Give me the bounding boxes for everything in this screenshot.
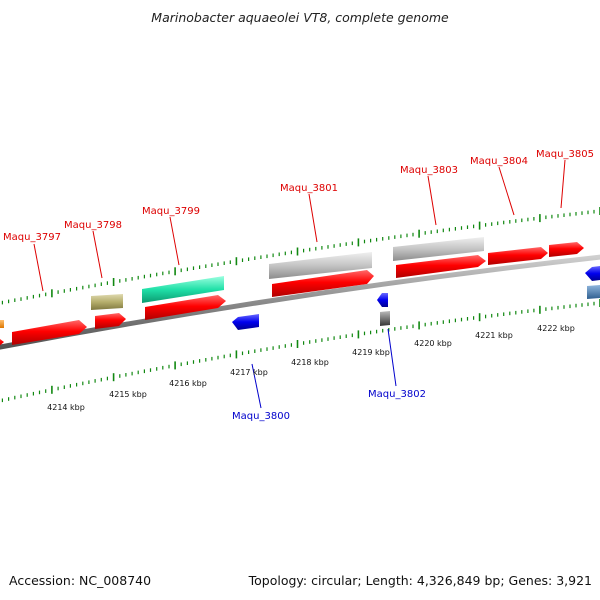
scale-label: 4220 kbp [414, 339, 452, 348]
scale-label: 4219 kbp [352, 348, 390, 357]
scale-label: 4215 kbp [109, 390, 147, 399]
gene-arrow-maqu-3804[interactable] [488, 247, 548, 265]
genome-summary-text: Topology: circular; Length: 4,326,849 bp… [248, 573, 592, 588]
misc-feature[interactable] [0, 320, 4, 328]
gene-arrow-maqu-3800[interactable] [232, 314, 259, 330]
scale-label: 4216 kbp [169, 379, 207, 388]
misc-feature-steel[interactable] [587, 285, 600, 299]
gene-label-maqu-3797[interactable]: Maqu_3797 [3, 232, 61, 243]
gene-label-maqu-3800[interactable]: Maqu_3800 [232, 411, 290, 422]
gene-label-maqu-3804[interactable]: Maqu_3804 [470, 156, 528, 167]
scale-labels: 4214 kbp 4215 kbp 4216 kbp 4217 kbp 4218… [47, 324, 575, 412]
gene-label-maqu-3802[interactable]: Maqu_3802 [368, 389, 426, 400]
gene-labels: Maqu_3797 Maqu_3798 Maqu_3799 Maqu_3801 … [3, 149, 594, 422]
gene-label-maqu-3801[interactable]: Maqu_3801 [280, 183, 338, 194]
trna-feature[interactable] [91, 294, 123, 310]
gene-arrow-maqu-3801[interactable] [272, 270, 374, 297]
pseudogene-feature[interactable] [393, 237, 484, 261]
gene-arrow-maqu-3803[interactable] [396, 255, 486, 278]
lower-scale-ruler [1, 299, 600, 403]
scale-label: 4217 kbp [230, 368, 268, 377]
scale-label: 4214 kbp [47, 403, 85, 412]
gene-arrow-partial-reverse[interactable] [585, 266, 600, 281]
accession-text: Accession: NC_008740 [9, 573, 151, 588]
gene-label-maqu-3799[interactable]: Maqu_3799 [142, 206, 200, 217]
upper-scale-ruler [1, 207, 600, 305]
gene-arrow-maqu-3797[interactable] [12, 320, 87, 345]
pseudogene-feature[interactable] [269, 252, 372, 279]
misc-feature-dark[interactable] [380, 311, 390, 326]
scale-label: 4218 kbp [291, 358, 329, 367]
gene-arrow-maqu-3802[interactable] [377, 293, 388, 307]
scale-label: 4222 kbp [537, 324, 575, 333]
gene-label-maqu-3805[interactable]: Maqu_3805 [536, 149, 594, 160]
gene-label-maqu-3798[interactable]: Maqu_3798 [64, 220, 122, 231]
map-title: Marinobacter aquaeolei VT8, complete gen… [151, 10, 449, 25]
gene-arrow-maqu-3798[interactable] [95, 313, 126, 329]
rrna-feature[interactable] [142, 276, 224, 303]
gene-arrow-maqu-3799[interactable] [145, 295, 226, 320]
scale-label: 4221 kbp [475, 331, 513, 340]
gene-label-maqu-3803[interactable]: Maqu_3803 [400, 165, 458, 176]
gene-arrow-maqu-3805[interactable] [549, 242, 584, 257]
gene-arrow-partial[interactable] [0, 336, 4, 349]
